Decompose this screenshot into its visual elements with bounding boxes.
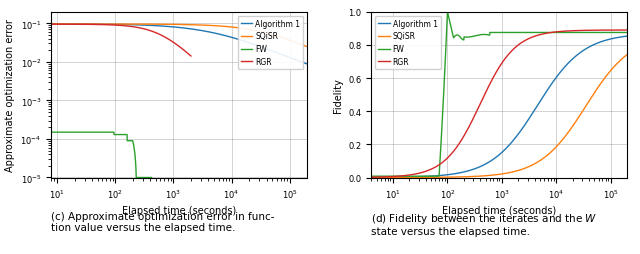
- RGR: [588, 29, 596, 33]
- Y-axis label: Fidelity: Fidelity: [333, 78, 342, 113]
- FW: [65, 131, 73, 134]
- Algorithm 1: [531, 109, 538, 113]
- SQiSR: [383, 176, 391, 179]
- FW: [543, 32, 551, 35]
- FW: [444, 12, 451, 15]
- SQiSR: [523, 166, 531, 169]
- RGR: [383, 176, 391, 179]
- X-axis label: Elapsed time (seconds): Elapsed time (seconds): [122, 205, 236, 215]
- FW: [115, 134, 122, 137]
- RGR: [83, 24, 91, 27]
- Line: SQiSR: SQiSR: [371, 55, 627, 178]
- FW: [481, 34, 488, 37]
- SQiSR: [63, 23, 71, 26]
- SQiSR: [211, 25, 218, 28]
- SQiSR: [203, 25, 211, 28]
- FW: [106, 131, 114, 134]
- FW: [567, 32, 575, 35]
- RGR: [531, 36, 538, 39]
- Algorithm 1: [196, 30, 204, 33]
- FW: [47, 131, 55, 134]
- RGR: [111, 24, 118, 27]
- RGR: [72, 24, 80, 27]
- FW: [572, 32, 580, 35]
- Algorithm 1: [623, 35, 631, 38]
- RGR: [516, 43, 524, 46]
- SQiSR: [367, 176, 375, 179]
- FW: [471, 35, 479, 38]
- Line: Algorithm 1: Algorithm 1: [371, 37, 627, 178]
- Algorithm 1: [383, 176, 391, 179]
- SQiSR: [268, 34, 276, 37]
- SQiSR: [531, 163, 538, 166]
- Algorithm 1: [268, 50, 276, 53]
- SQiSR: [196, 24, 204, 27]
- SQiSR: [242, 28, 250, 31]
- FW: [132, 176, 140, 179]
- Algorithm 1: [47, 23, 55, 26]
- RGR: [561, 30, 569, 34]
- RGR: [130, 26, 138, 29]
- SQiSR: [47, 23, 55, 26]
- Algorithm 1: [367, 176, 375, 179]
- Algorithm 1: [63, 23, 71, 26]
- SQiSR: [303, 46, 311, 49]
- Algorithm 1: [211, 32, 218, 35]
- RGR: [152, 32, 160, 35]
- Text: (c) Approximate optimization error in func-
tion value versus the elapsed time.: (c) Approximate optimization error in fu…: [51, 211, 275, 232]
- RGR: [523, 39, 531, 42]
- FW: [73, 131, 81, 134]
- Algorithm 1: [523, 121, 531, 124]
- Algorithm 1: [303, 63, 311, 66]
- FW: [148, 176, 156, 179]
- Y-axis label: Approximate optimization error: Approximate optimization error: [5, 19, 15, 171]
- FW: [623, 32, 631, 35]
- Legend: Algorithm 1, SQiSR, FW, RGR: Algorithm 1, SQiSR, FW, RGR: [237, 17, 303, 70]
- FW: [93, 131, 100, 134]
- RGR: [141, 28, 148, 31]
- Algorithm 1: [588, 45, 596, 48]
- Algorithm 1: [516, 131, 524, 134]
- RGR: [367, 176, 375, 179]
- X-axis label: Elapsed time (seconds): Elapsed time (seconds): [442, 205, 556, 215]
- Algorithm 1: [203, 31, 211, 34]
- FW: [367, 175, 375, 178]
- SQiSR: [623, 54, 631, 57]
- Line: Algorithm 1: Algorithm 1: [51, 25, 307, 65]
- RGR: [623, 29, 631, 33]
- Legend: Algorithm 1, SQiSR, FW, RGR: Algorithm 1, SQiSR, FW, RGR: [375, 17, 441, 70]
- FW: [123, 134, 131, 137]
- SQiSR: [588, 96, 596, 99]
- Line: FW: FW: [371, 13, 627, 177]
- Line: FW: FW: [51, 133, 152, 178]
- Line: RGR: RGR: [371, 31, 627, 178]
- Algorithm 1: [242, 41, 250, 44]
- Algorithm 1: [561, 65, 569, 68]
- FW: [394, 175, 401, 178]
- Line: RGR: RGR: [51, 25, 191, 57]
- RGR: [187, 55, 195, 58]
- RGR: [47, 24, 55, 27]
- Text: (d) Fidelity between the iterates and the $W$
state versus the elapsed time.: (d) Fidelity between the iterates and th…: [371, 211, 598, 236]
- Line: SQiSR: SQiSR: [51, 25, 307, 47]
- SQiSR: [561, 135, 569, 138]
- SQiSR: [516, 169, 524, 172]
